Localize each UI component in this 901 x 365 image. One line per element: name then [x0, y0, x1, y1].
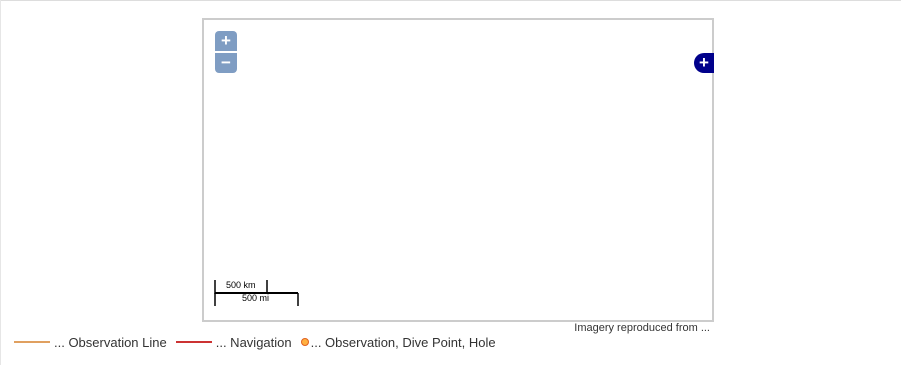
- top-divider: [0, 0, 901, 1]
- scale-line: 500 km 500 mi: [214, 278, 304, 308]
- observation-point-icon: [300, 338, 309, 346]
- observation-line-swatch: [14, 341, 50, 343]
- zoom-in-button[interactable]: +: [215, 31, 237, 51]
- legend-label-observation-point: ... Observation, Dive Point, Hole: [310, 334, 496, 350]
- legend-item-navigation: ... Navigation: [175, 334, 292, 350]
- legend-item-observation-line: ... Observation Line: [14, 335, 167, 350]
- map-attribution: Imagery reproduced from ...: [574, 322, 710, 334]
- layer-switcher-button[interactable]: +: [694, 53, 714, 73]
- legend-label-observation-line: ... Observation Line: [54, 334, 167, 350]
- scale-km-label: 500 km: [226, 280, 256, 290]
- map-viewport[interactable]: + − + 500 km 500 mi: [202, 18, 714, 322]
- legend-label-navigation: ... Navigation: [215, 334, 292, 350]
- navigation-line-swatch: [175, 341, 212, 343]
- left-divider: [0, 0, 1, 365]
- map-legend: ... Observation Line ... Navigation ... …: [14, 333, 505, 351]
- scale-mi-label: 500 mi: [242, 293, 270, 303]
- scale-bar-graphic: [214, 280, 299, 306]
- zoom-out-button[interactable]: −: [215, 53, 237, 73]
- legend-item-observation-point: ... Observation, Dive Point, Hole: [300, 334, 496, 350]
